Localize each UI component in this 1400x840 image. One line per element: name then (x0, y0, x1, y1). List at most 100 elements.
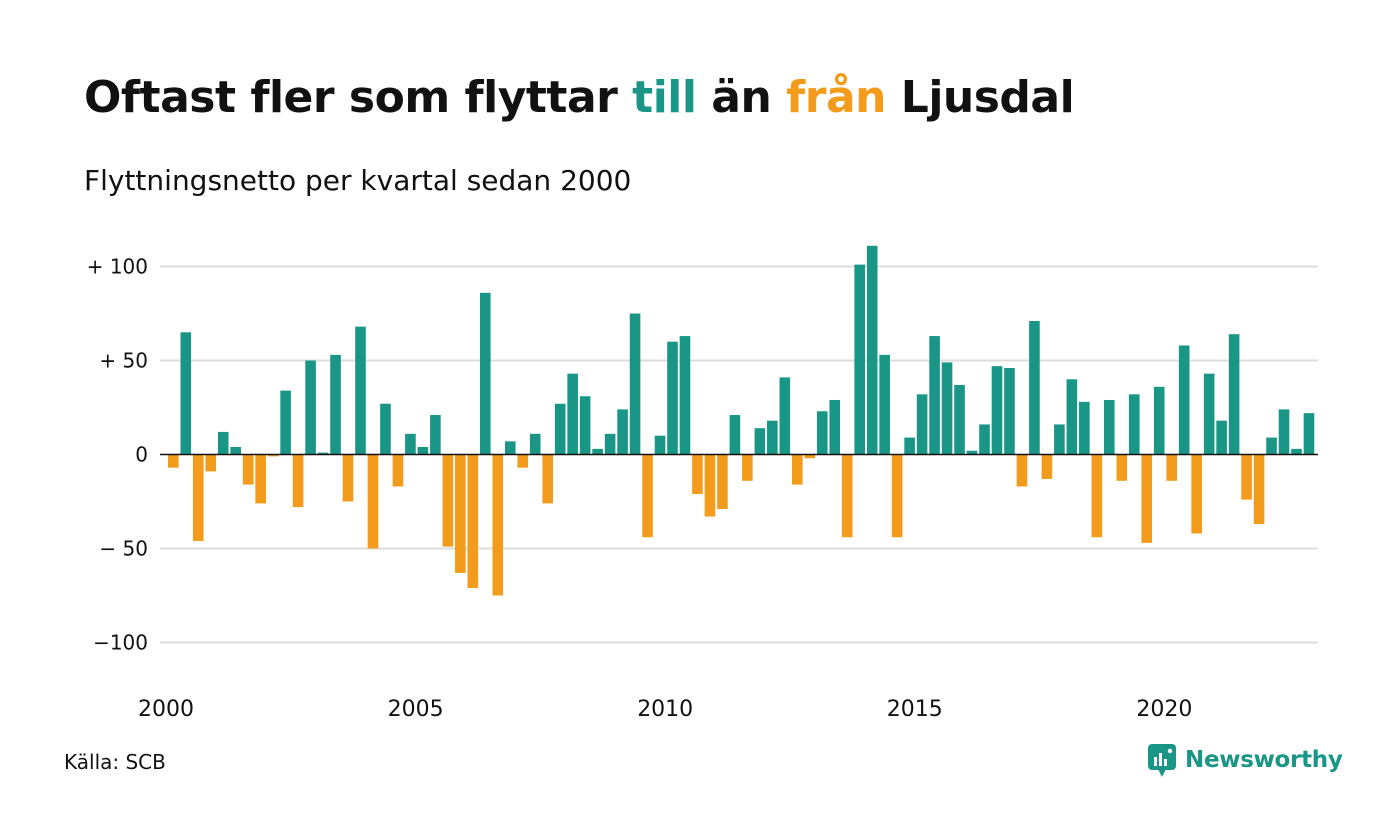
bar (916, 394, 928, 455)
bar (904, 437, 915, 455)
bar (480, 292, 491, 455)
bar (1079, 401, 1090, 455)
bar (729, 415, 741, 455)
bar (754, 428, 766, 455)
bar (1266, 437, 1277, 455)
bar (367, 454, 379, 549)
bar (929, 336, 940, 455)
bar (692, 454, 703, 494)
bar (779, 377, 791, 455)
bar (592, 448, 603, 455)
bar (217, 431, 229, 455)
bar (542, 454, 553, 504)
title-part-2: än (696, 72, 787, 123)
bar (267, 454, 279, 457)
bar (579, 396, 591, 455)
bar (1066, 379, 1078, 455)
bar (1004, 368, 1015, 455)
bar (654, 435, 666, 455)
bar (629, 313, 641, 455)
title-word-fran: från (786, 72, 886, 123)
bar (1178, 345, 1190, 455)
bar (891, 454, 903, 538)
bar (841, 454, 853, 538)
bar (1153, 386, 1165, 455)
bar (667, 341, 678, 455)
bar (292, 454, 304, 508)
bar (405, 433, 416, 455)
bar (529, 433, 541, 455)
bar (717, 454, 728, 510)
bar (804, 454, 816, 459)
x-tick-label: 2005 (388, 697, 444, 722)
newsworthy-logo-icon (1148, 744, 1176, 777)
bar (392, 454, 404, 487)
chart-title: Oftast fler som flyttar till än från Lju… (84, 72, 1075, 123)
bar (767, 420, 778, 455)
bar (442, 454, 454, 547)
bar (342, 454, 354, 502)
x-tick-label: 2010 (637, 697, 693, 722)
bar (604, 433, 616, 455)
bar (816, 411, 828, 455)
bar (979, 424, 990, 455)
y-tick-label: + 100 (87, 255, 148, 279)
grid-lines (160, 265, 1318, 644)
bar (1216, 420, 1227, 455)
title-part-1: Oftast fler som flyttar (84, 72, 633, 123)
bar (180, 332, 192, 455)
bar (230, 446, 241, 455)
chart-subtitle: Flyttningsnetto per kvartal sedan 2000 (84, 164, 632, 197)
bar (1091, 454, 1103, 538)
bar (255, 454, 266, 504)
bar (305, 360, 316, 455)
bar (792, 454, 803, 485)
x-tick-label: 2015 (887, 697, 943, 722)
bar (455, 454, 466, 573)
bar (280, 390, 291, 455)
bar (1291, 448, 1302, 455)
bar (168, 454, 179, 468)
bar (492, 454, 504, 596)
bar (1166, 454, 1177, 481)
bar (242, 454, 254, 485)
bar (355, 326, 366, 455)
bar (941, 362, 953, 455)
bar (1128, 394, 1140, 455)
brand-logo[interactable]: Newsworthy (1147, 742, 1343, 778)
bar (1191, 454, 1202, 534)
y-axis-ticks: + 100 + 50 0 − 50 −100 (87, 255, 148, 655)
brand-name: Newsworthy (1185, 747, 1343, 773)
x-tick-label: 2000 (138, 697, 194, 722)
title-word-till: till (632, 72, 697, 123)
bar (1278, 409, 1290, 455)
bar (380, 403, 391, 455)
bar (679, 336, 691, 455)
bar (554, 403, 566, 455)
bar (1054, 424, 1065, 455)
x-tick-label: 2020 (1136, 697, 1192, 722)
bar (567, 373, 578, 455)
bar (1141, 454, 1153, 543)
bar (1116, 454, 1128, 481)
bar (1029, 321, 1040, 455)
bar (1104, 399, 1115, 455)
bar (829, 399, 841, 455)
source-note: Källa: SCB (64, 750, 166, 774)
bar (617, 409, 628, 455)
bar (879, 354, 890, 455)
bar (205, 454, 217, 472)
title-part-3: Ljusdal (885, 72, 1075, 123)
bar (1041, 454, 1053, 479)
bar (954, 384, 965, 455)
bar (854, 264, 865, 455)
x-axis-ticks: 2000 2005 2010 2015 2020 (138, 697, 1192, 722)
y-tick-label: − 50 (99, 537, 148, 561)
bar (1241, 454, 1252, 500)
bar (467, 454, 479, 588)
bar (504, 441, 516, 455)
bar (417, 446, 429, 455)
bar (1203, 373, 1215, 455)
y-tick-label: 0 (135, 443, 148, 467)
